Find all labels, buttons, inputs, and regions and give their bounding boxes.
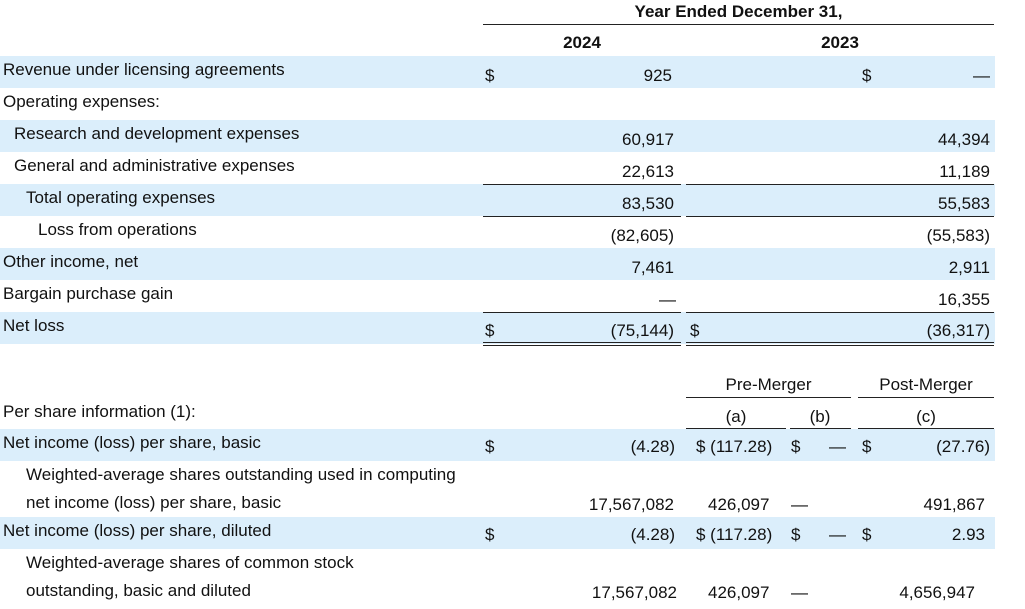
- year-2024-header: 2024: [563, 33, 601, 52]
- netloss-bottom-rule: [483, 345, 681, 346]
- value-2023-net-loss: (36,317): [926, 321, 990, 340]
- value-2023-gna: 11,189: [939, 162, 990, 181]
- row-band: [0, 120, 995, 152]
- value-a-eps-basic: $ (117.28): [696, 437, 773, 456]
- per-share-section-label: Per share information (1):: [3, 402, 196, 421]
- row-label-gna: General and administrative expenses: [14, 156, 295, 175]
- col-rule: [790, 428, 851, 429]
- value-a-wa-shares-diluted: 426,097: [708, 583, 770, 602]
- row-band: [0, 184, 995, 216]
- row-label-revenue: Revenue under licensing agreements: [3, 60, 285, 79]
- currency-symbol: $: [485, 321, 495, 340]
- value-b-wa-shares-diluted: —: [791, 583, 808, 602]
- value-2024-gna: 22,613: [622, 162, 674, 181]
- row-label-total-opex: Total operating expenses: [26, 188, 216, 207]
- value-2024-rnd: 60,917: [622, 130, 674, 149]
- post-merger-header: Post-Merger: [879, 375, 973, 394]
- col-a-header: (a): [725, 407, 747, 426]
- pre-merger-header: Pre-Merger: [725, 375, 812, 394]
- netloss-bottom-rule: [483, 342, 681, 343]
- value-2023-revenue: —: [973, 66, 990, 85]
- row-band: [0, 429, 995, 461]
- currency-symbol: $: [862, 437, 872, 456]
- period-header: Year Ended December 31,: [634, 2, 843, 21]
- value-2024-revenue: 925: [643, 66, 672, 85]
- row-band: [0, 312, 995, 344]
- period-rule: [483, 24, 994, 25]
- row-band: [0, 517, 995, 549]
- year-2023-header: 2023: [821, 33, 859, 52]
- value-b-eps-diluted: —: [829, 525, 846, 544]
- row-label-wa-shares-basic: Weighted-average shares outstanding used…: [26, 465, 456, 484]
- value-2023-rnd: 44,394: [938, 130, 990, 149]
- col-rule: [858, 428, 994, 429]
- value-a-wa-shares-basic: 426,097: [708, 495, 770, 514]
- row-label-net-loss: Net loss: [3, 316, 65, 335]
- row-band: [0, 56, 995, 88]
- row-label-wa-shares-diluted-cont: outstanding, basic and diluted: [26, 581, 251, 600]
- row-label-bargain-gain: Bargain purchase gain: [3, 284, 174, 303]
- col-rule: [686, 428, 786, 429]
- currency-symbol: $: [485, 66, 495, 85]
- total-bottom-rule: [483, 216, 681, 217]
- currency-symbol: $: [690, 321, 700, 340]
- value-2023-total-opex: 55,583: [938, 194, 990, 213]
- col-b-header: (b): [809, 407, 831, 426]
- currency-symbol: $: [862, 66, 872, 85]
- netloss-bottom-rule: [686, 342, 994, 343]
- value-b-eps-basic: —: [829, 437, 846, 456]
- total-bottom-rule: [686, 216, 994, 217]
- currency-symbol: $: [791, 437, 801, 456]
- currency-symbol: $: [485, 525, 495, 544]
- total-top-rule: [686, 184, 994, 185]
- value-2024-eps-diluted: (4.28): [630, 525, 675, 544]
- col-c-header: (c): [916, 407, 936, 426]
- row-label-wa-shares-diluted: Weighted-average shares of common stock: [26, 553, 354, 572]
- value-2024-net-loss: (75,144): [610, 321, 674, 340]
- netloss-top-rule: [483, 312, 681, 313]
- value-2024-loss-ops: (82,605): [610, 226, 674, 245]
- value-2024-bargain-gain: —: [659, 290, 676, 309]
- netloss-top-rule: [686, 312, 994, 313]
- value-c-wa-shares-diluted: 4,656,947: [899, 583, 975, 602]
- value-c-eps-basic: (27.76): [936, 437, 990, 456]
- value-2024-wa-shares-diluted: 17,567,082: [591, 583, 677, 602]
- row-label-other-income: Other income, net: [3, 252, 139, 271]
- row-label-wa-shares-basic-cont: net income (loss) per share, basic: [26, 493, 282, 512]
- row-label-eps-basic: Net income (loss) per share, basic: [3, 433, 261, 452]
- value-a-eps-diluted: $ (117.28): [696, 525, 773, 544]
- value-2023-loss-ops: (55,583): [926, 226, 990, 245]
- value-c-eps-diluted: 2.93: [951, 525, 985, 544]
- post-merger-rule: [858, 397, 994, 398]
- value-2024-wa-shares-basic: 17,567,082: [588, 495, 674, 514]
- row-label-loss-ops: Loss from operations: [38, 220, 197, 239]
- value-2023-bargain-gain: 16,355: [938, 290, 990, 309]
- row-label-rnd: Research and development expenses: [14, 124, 300, 143]
- row-label-eps-diluted: Net income (loss) per share, diluted: [3, 521, 272, 540]
- row-band: [0, 248, 995, 280]
- value-b-wa-shares-basic: —: [791, 495, 808, 514]
- currency-symbol: $: [791, 525, 801, 544]
- currency-symbol: $: [862, 525, 872, 544]
- value-c-wa-shares-basic: 491,867: [923, 495, 985, 514]
- netloss-bottom-rule: [686, 345, 994, 346]
- total-top-rule: [483, 184, 681, 185]
- value-2024-total-opex: 83,530: [622, 194, 674, 213]
- value-2023-other-income: 2,911: [948, 258, 990, 277]
- row-label-operating-expenses: Operating expenses:: [3, 92, 160, 111]
- currency-symbol: $: [485, 437, 495, 456]
- value-2024-eps-basic: (4.28): [630, 437, 675, 456]
- value-2024-other-income: 7,461: [631, 258, 674, 277]
- pre-merger-rule: [686, 397, 851, 398]
